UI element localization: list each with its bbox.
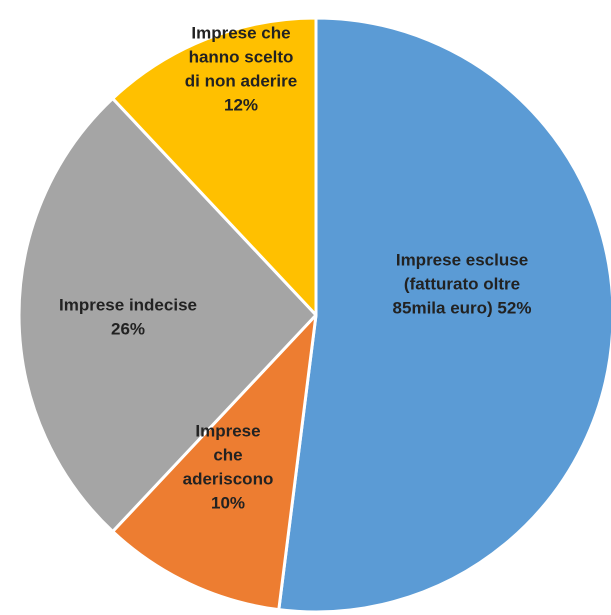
pie-slice-imprese-aderiscono [111,313,318,612]
slice-label-line: aderiscono [183,469,274,488]
slice-label-line: 12% [224,95,258,114]
slice-label-line: 10% [211,493,245,512]
slice-label-line: 85mila euro) 52% [393,298,532,317]
slice-label-line: (fatturato oltre [404,274,520,293]
slice-label-line: Imprese che [191,23,290,42]
pie-slice-imprese-escluse [277,16,611,614]
pie-slices [17,16,611,614]
pie-slice-imprese-non-aderire [111,16,318,317]
slice-label-line: Imprese escluse [396,250,528,269]
slice-label-imprese-indecise: Imprese indecise 26% [59,295,197,338]
slice-label-line: che [213,445,242,464]
pie-slice-imprese-indecise [17,97,318,533]
slice-label-imprese-escluse: Imprese escluse (fatturato oltre 85mila eu… [393,250,532,317]
slice-label-line: Imprese indecise [59,295,197,314]
slice-label-imprese-aderiscono: Imprese che aderiscono 10% [183,421,274,512]
slice-label-line: 26% [111,319,145,338]
pie-labels: Imprese escluse (fatturato oltre 85mila eu… [59,23,531,512]
slice-label-line: di non aderire [185,71,297,90]
slice-label-line: hanno scelto [189,47,294,66]
slice-label-line: Imprese [195,421,260,440]
slice-label-imprese-non-aderire: Imprese che hanno scelto di non aderire 12% [185,23,297,114]
